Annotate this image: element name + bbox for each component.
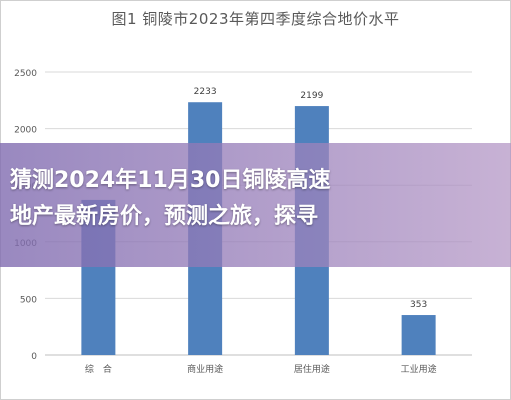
y-tick-label: 500 xyxy=(20,295,37,305)
headline-line-2: 地产最新房价，预测之旅，探寻 xyxy=(10,204,319,229)
data-label: 2233 xyxy=(194,87,217,97)
x-tick-label: 综 合 xyxy=(85,363,112,375)
x-tick-label: 商业用途 xyxy=(187,363,223,375)
data-label: 2199 xyxy=(300,91,323,101)
x-tick-label: 居住用途 xyxy=(294,363,330,375)
article-overlay xyxy=(0,143,511,267)
y-tick-label: 0 xyxy=(31,352,37,362)
article-headline[interactable]: 猜测2024年11月30日铜陵高速 地产最新房价，预测之旅，探寻 xyxy=(10,163,511,253)
data-label: 353 xyxy=(410,300,427,310)
data-labels: 2233 2199 353 xyxy=(194,87,428,310)
bar xyxy=(401,315,436,355)
y-tick-label: 2500 xyxy=(14,69,37,79)
y-tick-label: 2000 xyxy=(14,126,37,136)
x-tick-label: 工业用途 xyxy=(401,363,437,375)
headline-line-1: 猜测2024年11月30日铜陵高速 xyxy=(10,168,331,193)
x-tick-labels: 综 合 商业用途 居住用途 工业用途 xyxy=(85,363,437,375)
chart-title: 图1 铜陵市2023年第四季度综合地价水平 xyxy=(111,10,400,28)
